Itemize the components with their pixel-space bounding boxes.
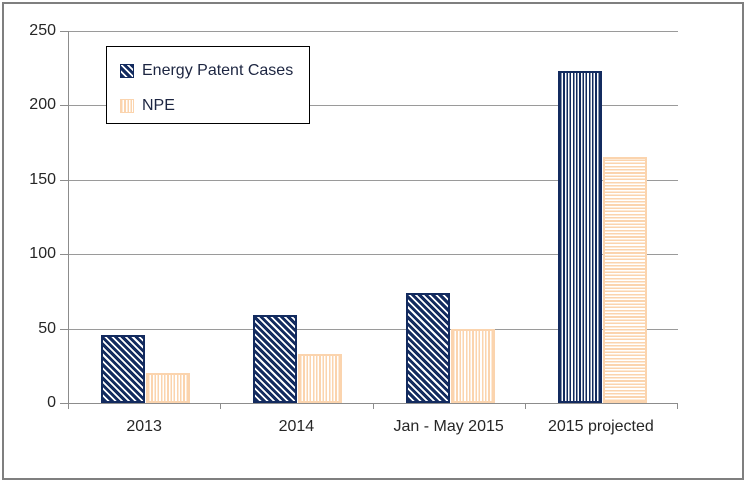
bar-energy-patent-cases-jan-may-2015 [405,292,450,403]
bar-energy-patent-cases-2014 [253,315,298,403]
x-tick-mark [524,404,526,409]
gridline-200 [69,105,678,107]
legend-swatch-npe-icon [120,99,134,113]
y-tick-label-200: 200 [29,96,56,114]
gridline-150 [69,179,678,181]
x-tick-mark [372,404,374,409]
bar-energy-patent-cases-2015-projected [557,71,602,403]
y-tick-mark [60,254,68,256]
y-tick-label-250: 250 [29,22,56,39]
y-tick-mark [60,328,68,330]
legend-swatch-energy-patent-cases-icon [120,64,134,78]
bar-npe-jan-may-2015 [450,328,495,403]
legend-item-npe: NPE [120,96,309,116]
y-tick-mark [60,403,68,404]
bar-energy-patent-cases-2013 [101,334,146,403]
x-category-label-2015-projected: 2015 projected [547,418,654,435]
legend-label-npe: NPE [142,97,175,114]
gridline-250 [69,31,678,32]
x-tick-mark [68,404,69,409]
legend-label-energy-patent-cases: Energy Patent Cases [142,62,294,79]
legend-item-energy-patent-cases: Energy Patent Cases [120,61,309,81]
chart-frame-border [2,2,744,480]
plot-area [68,31,678,404]
bar-npe-2014 [298,353,343,403]
gridline-50 [69,328,678,330]
y-tick-label-100: 100 [29,245,56,263]
gridline-100 [69,254,678,256]
x-tick-mark [677,404,678,409]
y-tick-label-150: 150 [29,170,56,188]
x-tick-mark [220,404,222,409]
bar-npe-2013 [146,373,191,403]
y-tick-mark [60,179,68,181]
x-category-label-jan-may-2015: Jan - May 2015 [393,418,504,435]
x-category-label-2014: 2014 [278,418,315,435]
y-tick-mark [60,31,68,32]
legend: Energy Patent Cases NPE [106,46,310,124]
y-tick-label-50: 50 [38,319,56,337]
y-tick-label-0: 0 [47,394,56,411]
x-category-label-2013: 2013 [126,418,162,435]
bar-npe-2015-projected [602,157,647,403]
y-tick-mark [60,105,68,107]
